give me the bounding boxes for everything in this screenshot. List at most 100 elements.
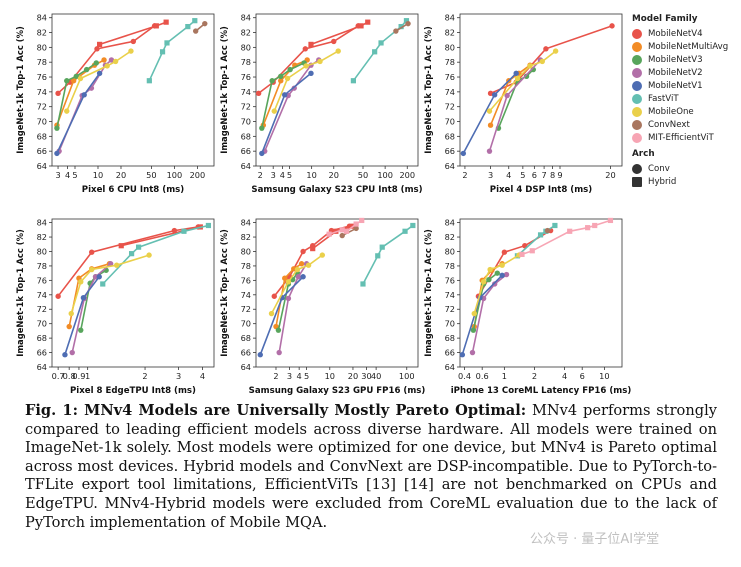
y-tick-label: 84	[37, 13, 47, 23]
x-tick-label: 10	[306, 170, 316, 180]
series-fastvit-square	[100, 222, 212, 287]
data-point-circle	[331, 38, 337, 45]
y-tick-label: 78	[37, 57, 47, 67]
legend-label: ConvNext	[648, 119, 690, 130]
x-tick-label: 4	[200, 371, 205, 381]
data-point-circle	[54, 150, 60, 157]
legend-swatch	[632, 132, 642, 143]
data-point-circle	[259, 125, 265, 131]
data-point-circle	[487, 266, 493, 273]
data-point-circle	[487, 90, 494, 97]
data-point-circle	[275, 327, 282, 333]
y-tick-label: 64	[37, 161, 47, 171]
y-tick-label: 66	[241, 348, 251, 358]
legend-swatch	[632, 119, 642, 130]
data-point-square	[153, 23, 159, 29]
y-axis-label: ImageNet-1k Top-1 Acc (%)	[219, 229, 229, 357]
legend-item-mobilenetmultiavg: MobileNetMultiAvg	[632, 40, 741, 53]
series-line	[516, 224, 556, 257]
legend-label: MobileNetV4	[648, 28, 703, 39]
y-tick-label: 78	[241, 57, 251, 67]
caption-body: MNv4 performs strongly compared to leadi…	[25, 402, 717, 531]
data-point-circle	[284, 75, 291, 82]
caption-lead: Fig. 1: MNv4 Models are Universally Most…	[25, 402, 527, 419]
y-tick-label: 82	[445, 28, 455, 38]
data-point-square	[343, 228, 350, 234]
data-point-circle	[523, 73, 530, 79]
legend-label: MobileOne	[648, 106, 694, 117]
series-mobilenetv3-circle	[259, 60, 307, 131]
series-line	[66, 50, 132, 112]
y-tick-label: 76	[445, 275, 455, 285]
series-mobileone-circle	[271, 48, 341, 114]
series-mobilenetv1-circle	[460, 70, 519, 157]
x-tick-label: 3	[287, 371, 292, 381]
y-tick-label: 72	[37, 304, 47, 314]
series-line	[262, 59, 308, 126]
x-axis-label: Pixel 6 CPU Int8 (ms)	[82, 185, 184, 195]
x-tick-label: 0.6	[476, 371, 489, 381]
data-point-circle	[73, 73, 79, 79]
y-tick-label: 72	[37, 102, 47, 112]
legend-item-mobilenetv2: MobileNetV2	[632, 66, 741, 79]
data-point-circle	[300, 248, 306, 255]
series-line	[71, 263, 112, 353]
data-point-square	[128, 251, 135, 257]
y-tick-label: 70	[37, 117, 47, 127]
x-tick-label: 6	[532, 170, 537, 180]
y-tick-label: 64	[445, 161, 455, 171]
legend-swatch	[632, 67, 642, 78]
data-point-square	[375, 253, 381, 259]
data-point-circle	[513, 70, 519, 77]
x-tick-label: 0.9	[72, 371, 85, 381]
y-tick-label: 72	[445, 304, 455, 314]
chart-panel-4: 64 66 68 70 72 74 76 78 80 82 84 0.70.80.9 1 2 3 4 Pixel…	[15, 218, 215, 396]
y-tick-label: 80	[241, 246, 251, 256]
data-point-circle	[271, 293, 277, 299]
legend-label: MobileNetV2	[648, 67, 703, 78]
data-point-square	[552, 222, 558, 229]
y-tick-label: 74	[445, 87, 455, 97]
series-line	[477, 229, 552, 297]
y-tick-label: 64	[37, 362, 47, 372]
data-point-circle	[486, 148, 493, 154]
x-axis-label: Samsung Galaxy S23 CPU Int8 (ms)	[251, 185, 422, 195]
data-point-square	[326, 231, 332, 237]
y-tick-label: 70	[241, 319, 251, 329]
legend: Model Family MobileNetV4 MobileNetMultiAv…	[632, 14, 741, 188]
legend-swatch	[632, 80, 642, 91]
y-tick-label: 74	[445, 290, 455, 300]
y-tick-label: 66	[445, 146, 455, 156]
data-point-circle	[83, 66, 90, 73]
data-point-circle	[303, 63, 309, 69]
data-point-circle	[339, 232, 345, 239]
plot-frame	[255, 218, 419, 368]
x-tick-label: 30	[361, 371, 371, 381]
data-point-circle	[514, 75, 521, 82]
x-tick-label: 200	[399, 170, 415, 180]
series-mobilenetv1-circle	[54, 70, 103, 157]
y-tick-label: 84	[445, 218, 455, 228]
legend-item-mit-efficientvit: MIT-EfficientViT	[632, 131, 741, 144]
y-tick-label: 82	[241, 28, 251, 38]
y-tick-label: 72	[241, 304, 251, 314]
x-tick-label: 100	[399, 371, 415, 381]
series-fastvit-square	[146, 18, 198, 84]
legend-item-mobilenetv1: MobileNetV1	[632, 79, 741, 92]
data-point-circle	[146, 252, 152, 258]
data-point-square	[607, 217, 614, 224]
y-tick-label: 80	[445, 246, 455, 256]
x-tick-label: 9	[557, 170, 562, 180]
x-tick-label: 0.8	[63, 371, 76, 381]
data-point-circle	[55, 90, 61, 97]
data-point-circle	[539, 58, 545, 65]
data-point-circle	[552, 48, 559, 54]
data-point-circle	[70, 78, 77, 84]
x-tick-label: 5	[304, 371, 309, 381]
data-point-circle	[285, 295, 292, 302]
x-tick-label: 3	[488, 170, 493, 180]
y-tick-label: 74	[37, 290, 47, 300]
data-point-circle	[259, 150, 265, 157]
data-point-square	[185, 24, 191, 30]
legend-item-mobilenetv3: MobileNetV3	[632, 53, 741, 66]
